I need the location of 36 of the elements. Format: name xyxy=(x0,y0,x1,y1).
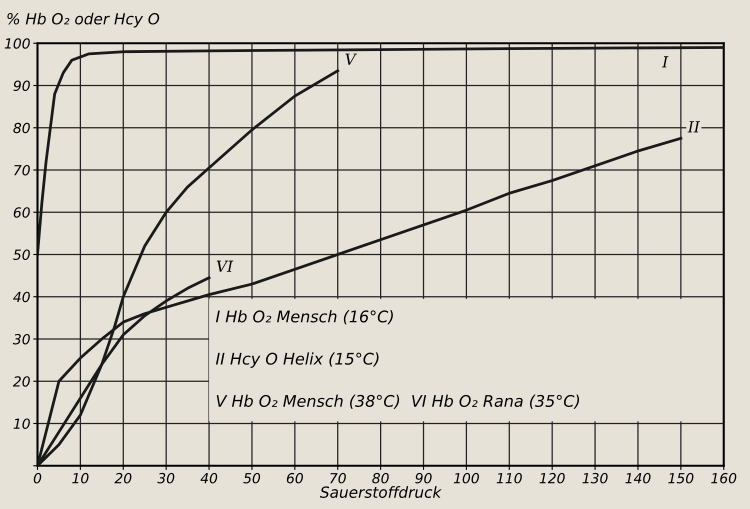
x-tick-label: 130 xyxy=(582,472,608,484)
x-tick-label: 120 xyxy=(540,472,565,484)
series-label: II xyxy=(688,121,700,132)
y-tick-label: 80 xyxy=(13,122,30,134)
x-tick-label: 140 xyxy=(625,472,651,484)
x-tick-label: 100 xyxy=(454,472,479,484)
y-tick-label: 10 xyxy=(14,418,30,429)
x-tick-label: 10 xyxy=(72,472,89,484)
y-tick-label: 30 xyxy=(12,334,30,344)
y-tick-label: 100 xyxy=(4,38,30,49)
annotation: I Hb O₂ Mensch (16°C) xyxy=(216,310,393,324)
y-tick-label: 40 xyxy=(13,292,30,302)
x-axis-title: Sauerstoffdruck xyxy=(320,486,442,498)
x-tick-label: 40 xyxy=(200,472,218,484)
y-axis-title: % Hb O₂ oder Hcy O xyxy=(7,12,160,28)
x-tick-label: 90 xyxy=(415,472,432,484)
x-tick-label: 30 xyxy=(157,472,174,484)
x-tick-label: 150 xyxy=(668,472,694,484)
series-label: VI xyxy=(216,260,234,272)
y-tick-label: 90 xyxy=(13,80,30,91)
x-tick-label: 160 xyxy=(711,472,736,484)
y-tick-label: 20 xyxy=(12,376,30,387)
x-tick-label: 60 xyxy=(286,472,303,484)
series-label: I xyxy=(662,56,668,68)
y-tick-label: 70 xyxy=(14,164,30,176)
x-tick-label: 70 xyxy=(330,472,346,484)
y-tick-label: 60 xyxy=(14,207,30,218)
x-tick-label: 110 xyxy=(496,472,522,484)
x-tick-label: 0 xyxy=(34,472,42,484)
annotation: V Hb O₂ Mensch (38°C) VI Hb O₂ Rana (35°C) xyxy=(216,394,580,409)
x-tick-label: 80 xyxy=(372,472,389,484)
series-label: V xyxy=(345,54,358,65)
x-tick-label: 50 xyxy=(243,472,260,484)
x-tick-label: 20 xyxy=(114,472,132,484)
y-tick-label: 50 xyxy=(13,249,30,260)
annotation: II Hcy O Helix (15°C) xyxy=(216,352,378,368)
